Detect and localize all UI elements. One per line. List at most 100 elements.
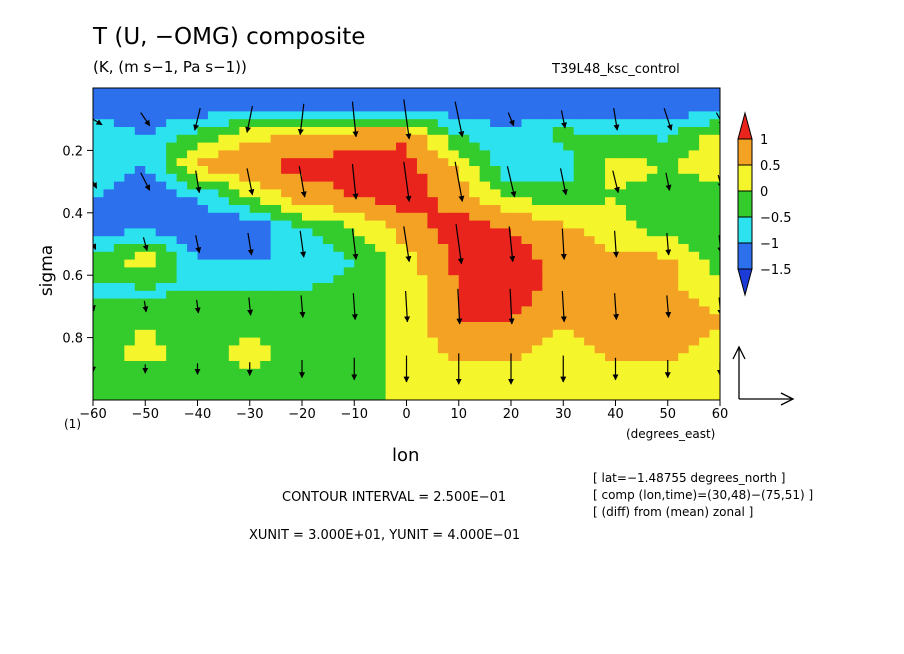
heat-cell [396,166,408,175]
heat-cell [218,244,230,253]
heat-cell [406,337,418,346]
heat-cell [385,95,397,105]
heat-cell [176,88,188,97]
heat-cell [281,392,293,400]
wind-vector [560,290,567,323]
heat-cell [155,119,167,128]
heat-cell [260,197,272,206]
heat-cell [615,337,627,346]
heat-cell [688,173,700,183]
heat-cell [228,368,240,378]
heat-cell [312,322,324,331]
heat-cell [699,158,711,167]
heat-cell [113,119,125,128]
heat-cell [437,376,449,385]
heat-cell [406,228,418,237]
heat-cell [124,127,136,136]
heat-cell [646,197,658,206]
heat-cell [396,103,408,112]
heat-cell [552,134,564,144]
heat-cell [322,158,334,167]
heat-cell [364,361,376,370]
heat-cell [416,384,428,393]
heat-cell [228,205,240,214]
heat-cell [646,361,658,370]
heat-cell [155,127,167,136]
heat-cell [584,283,596,292]
heat-cell [176,220,188,229]
heat-cell [155,392,167,400]
heat-cell [270,345,282,354]
heat-cell [573,244,585,253]
heat-cell [709,103,720,112]
heat-cell [385,150,397,159]
heat-cell [709,251,720,261]
heat-cell [207,228,219,237]
heat-cell [667,337,679,346]
heat-cell [260,298,272,307]
heat-cell [646,127,658,136]
heat-cell [124,111,136,120]
heat-cell [333,345,345,354]
heat-cell [406,166,418,175]
heat-cell [322,244,334,253]
heat-cell [563,95,575,105]
heat-cell [207,368,219,378]
heat-cell [239,111,251,120]
heat-cell [688,290,700,300]
heat-cell [343,376,355,385]
heat-cell [500,134,512,144]
heat-cell [479,119,491,128]
heat-cell [688,228,700,237]
heat-cell [594,283,606,292]
heat-cell [709,205,720,214]
heat-cell [333,259,345,268]
heat-cell [197,306,209,315]
heat-cell [343,119,355,128]
heat-cell [615,103,627,112]
heat-cell [531,244,543,253]
heat-cell [364,353,376,362]
heat-cell [145,212,157,222]
heat-cell [302,329,314,339]
heat-cell [134,384,146,393]
heat-cell [302,111,314,120]
heat-cell [228,361,240,370]
colorbar: 10.50−0.5−1−1.5 [737,111,792,297]
heat-cell [584,384,596,393]
heat-cell [218,134,230,144]
heat-cell [396,95,408,105]
wind-vector [194,299,201,314]
heat-cell [573,158,585,167]
heat-cell [573,228,585,237]
heat-cell [479,259,491,268]
heat-cell [291,353,303,362]
heat-cell [124,166,136,175]
heat-cell [155,220,167,229]
heat-cell [291,95,303,105]
heat-cell [542,384,554,393]
heat-cell [145,150,157,159]
heat-cell [270,322,282,331]
heat-cell [615,197,627,206]
heat-cell [343,220,355,229]
heat-cell [281,337,293,346]
heat-cell [584,267,596,276]
heat-cell [490,244,502,253]
heat-cell [688,220,700,229]
heat-cell [375,251,387,261]
heat-cell [531,166,543,175]
heat-cell [281,267,293,276]
heat-cell [113,127,125,136]
heat-cell [490,337,502,346]
heat-cell [218,259,230,268]
heat-cell [448,228,460,237]
heat-cell [364,259,376,268]
heat-cell [406,314,418,323]
heat-cell [646,142,658,151]
heat-cell [333,88,345,97]
heat-cell [124,228,136,237]
heat-cell [437,267,449,276]
heat-cell [354,166,366,175]
heat-cell [678,205,690,214]
